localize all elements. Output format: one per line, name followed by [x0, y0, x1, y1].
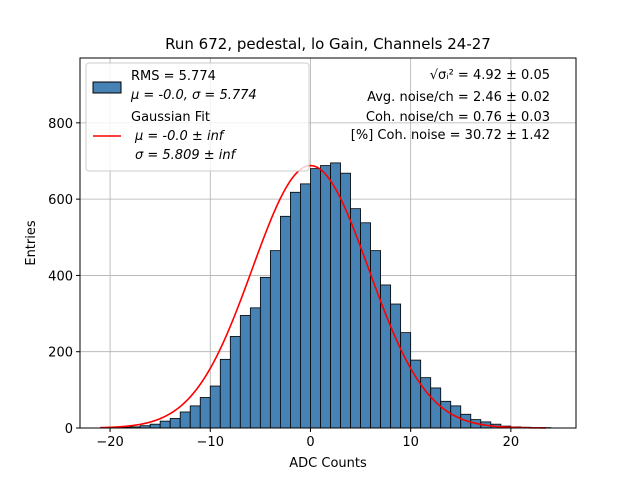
y-tick-label: 200: [48, 346, 73, 361]
histogram-bar: [440, 400, 452, 429]
histogram-bar: [149, 423, 161, 429]
histogram-bar: [340, 172, 351, 429]
annotation-sigma-i: √σᵢ² = 4.92 ± 0.05: [430, 68, 550, 83]
histogram-bar: [320, 165, 331, 429]
y-axis-ticks: 0 200 400 600 800: [48, 117, 80, 437]
histogram-bar: [219, 358, 231, 429]
x-tick-label: 10: [402, 435, 419, 450]
y-tick-label: 0: [65, 422, 73, 437]
histogram-bar: [290, 191, 301, 429]
histogram-bar: [249, 307, 261, 429]
legend: RMS = 5.774 μ = -0.0, σ = 5.774 Gaussian…: [85, 62, 310, 172]
gaussian-fit-curve: [100, 164, 546, 429]
noise-annotations: √σᵢ² = 4.92 ± 0.05 Avg. noise/ch = 2.46 …: [351, 68, 550, 143]
histogram-bar: [229, 336, 241, 429]
legend-box: [85, 62, 310, 172]
x-axis-label: ADC Counts: [289, 456, 367, 471]
annotation-coh-noise-pct: [%] Coh. noise = 30.72 ± 1.42: [351, 128, 550, 143]
histogram-bar: [259, 276, 271, 429]
x-tick-label: −20: [96, 435, 123, 450]
annotation-coh-noise: Coh. noise/ch = 0.76 ± 0.03: [366, 110, 550, 125]
histogram-bar: [269, 250, 281, 429]
histogram-bar: [390, 303, 402, 429]
y-tick-label: 400: [48, 269, 73, 284]
histogram-bar: [400, 332, 412, 429]
histogram-bar: [310, 168, 321, 429]
legend-fit-sigma: σ = 5.809 ± inf: [135, 148, 238, 163]
histogram-bar: [159, 420, 171, 429]
x-tick-label: 20: [503, 435, 520, 450]
legend-hist-rms: RMS = 5.774: [131, 69, 216, 84]
histogram-bar: [360, 222, 371, 429]
histogram-bar: [280, 215, 291, 429]
histogram-bars: [109, 162, 552, 429]
histogram-bar: [169, 418, 181, 429]
histogram-bar: [199, 397, 211, 429]
histogram-bar: [430, 387, 442, 429]
legend-fit-mu: μ = -0.0 ± inf: [134, 129, 226, 144]
plot-frame: [79, 57, 577, 429]
y-tick-label: 600: [48, 193, 73, 208]
x-tick-label: −10: [197, 435, 224, 450]
x-tick-label: 0: [306, 435, 314, 450]
legend-fit-title: Gaussian Fit: [131, 110, 210, 125]
histogram-bar: [179, 411, 191, 429]
legend-hist-stats: μ = -0.0, σ = 5.774: [130, 88, 257, 103]
y-axis-label: Entries: [24, 220, 39, 266]
histogram-bar: [209, 385, 221, 429]
y-tick-label: 800: [48, 117, 73, 132]
annotation-avg-noise: Avg. noise/ch = 2.46 ± 0.02: [367, 90, 550, 105]
histogram-bar: [239, 315, 251, 429]
histogram-bar: [300, 183, 311, 429]
histogram-bar: [330, 162, 341, 429]
chart-title: Run 672, pedestal, lo Gain, Channels 24-…: [165, 35, 491, 53]
x-axis-ticks: −20 −10 0 10 20: [96, 428, 519, 450]
legend-hist-swatch: [92, 81, 122, 94]
histogram-bar: [189, 405, 201, 429]
